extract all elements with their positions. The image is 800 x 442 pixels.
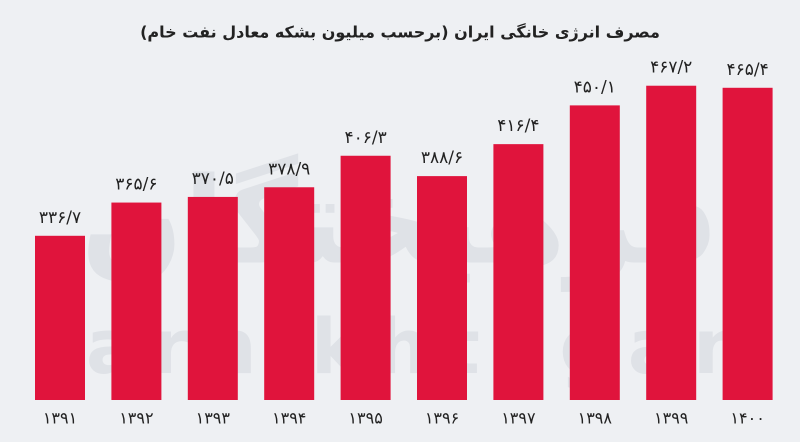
value-label: ۴۶۷/۲ (650, 58, 692, 78)
x-tick-label: ۱۳۹۶ (425, 409, 459, 428)
x-tick-label: ۱۳۹۸ (578, 409, 613, 428)
x-tick-label: ۱۳۹۴ (272, 409, 306, 428)
x-tick-label: ۱۳۹۱ (43, 409, 77, 428)
value-label: ۳۳۶/۷ (39, 208, 81, 228)
bar (417, 176, 467, 400)
bar (569, 105, 620, 400)
bar (646, 85, 697, 400)
bar (722, 87, 773, 400)
value-label: ۴۶۵/۴ (726, 60, 768, 80)
value-label: ۴۰۶/۳ (344, 128, 386, 148)
bar (493, 144, 544, 400)
value-label: ۳۶۵/۶ (115, 175, 157, 195)
watermark-fa: فرهیختگان (81, 153, 719, 292)
value-label: ۳۸۸/۶ (421, 148, 463, 168)
bar (264, 187, 315, 400)
bar (340, 155, 391, 400)
value-label: ۳۷۸/۹ (268, 159, 310, 179)
x-tick-label: ۱۳۹۳ (196, 409, 231, 428)
bar (35, 235, 85, 400)
value-label: ۴۵۰/۱ (574, 77, 616, 97)
x-tick-label: ۱۳۹۵ (348, 409, 382, 428)
bar (111, 202, 162, 400)
x-tick-label: ۱۴۰۰ (730, 409, 764, 428)
x-tick-label: ۱۳۹۷ (501, 409, 536, 428)
chart-title: مصرف انرژی خانگی ایران (برحسب میلیون بشک… (140, 23, 660, 42)
x-tick-label: ۱۳۹۲ (119, 409, 153, 428)
value-label: ۳۷۰/۵ (192, 169, 234, 189)
value-label: ۴۱۶/۴ (497, 116, 539, 136)
x-tick-label: ۱۳۹۹ (654, 409, 688, 428)
bar (187, 196, 238, 400)
